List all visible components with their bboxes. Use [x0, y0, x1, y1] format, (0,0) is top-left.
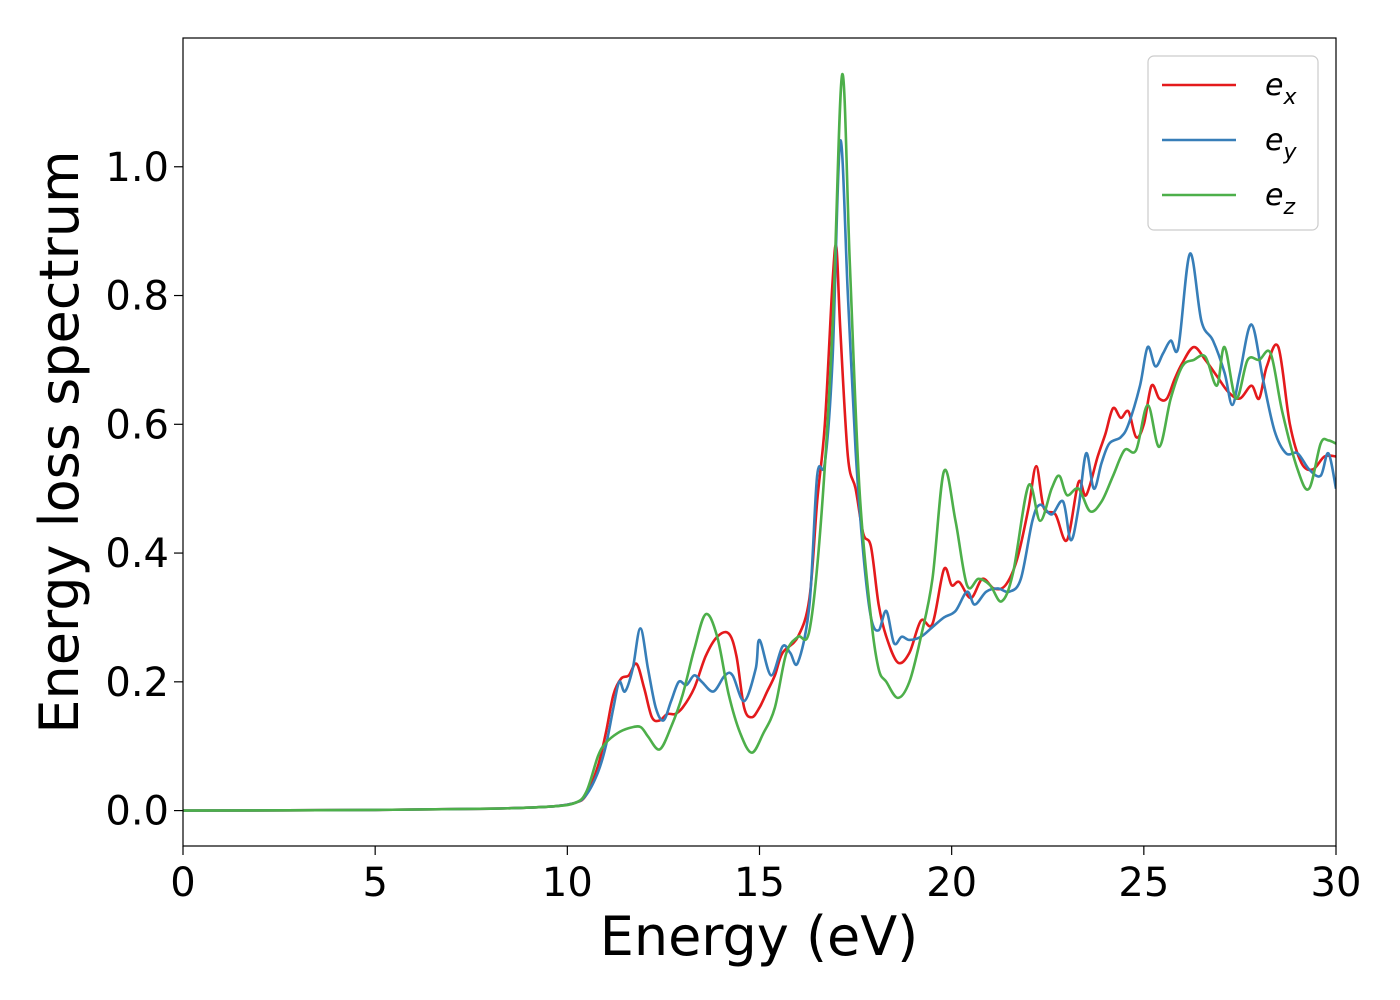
legend-box: [1147, 55, 1319, 231]
y-axis: 0.0 0.2 0.4 0.6 0.8 1.0: [105, 145, 183, 835]
x-tick-label: 25: [1118, 860, 1169, 906]
y-tick-label: 0.8: [105, 274, 169, 320]
x-tick-label: 5: [362, 860, 387, 906]
series-line-z: [183, 73, 1336, 812]
x-axis: 0 5 10 15 20 25 30: [170, 846, 1361, 906]
legend-label-y: ey: [1265, 123, 1297, 165]
x-tick-label: 20: [926, 860, 977, 906]
plot-background: [183, 38, 1336, 846]
series-layer: [183, 73, 1336, 812]
y-tick-label: 0.4: [105, 531, 169, 577]
series-line-x: [183, 244, 1336, 812]
x-tick-label: 15: [734, 860, 785, 906]
y-tick-label: 0.6: [105, 402, 169, 448]
y-axis-label: Energy loss spectrum: [28, 150, 91, 733]
y-tick-label: 0.2: [105, 660, 169, 706]
y-tick-label: 1.0: [105, 145, 169, 191]
y-tick-label: 0.0: [105, 789, 169, 835]
x-axis-label: Energy (eV): [600, 905, 919, 968]
x-tick-label: 0: [170, 860, 195, 906]
series-line-y: [183, 139, 1336, 812]
x-tick-label: 10: [542, 860, 593, 906]
legend-label-z: ez: [1265, 178, 1295, 220]
legend-label-x: ex: [1265, 68, 1297, 110]
x-tick-label: 30: [1311, 860, 1362, 906]
legend: ex ey ez: [1147, 55, 1319, 231]
